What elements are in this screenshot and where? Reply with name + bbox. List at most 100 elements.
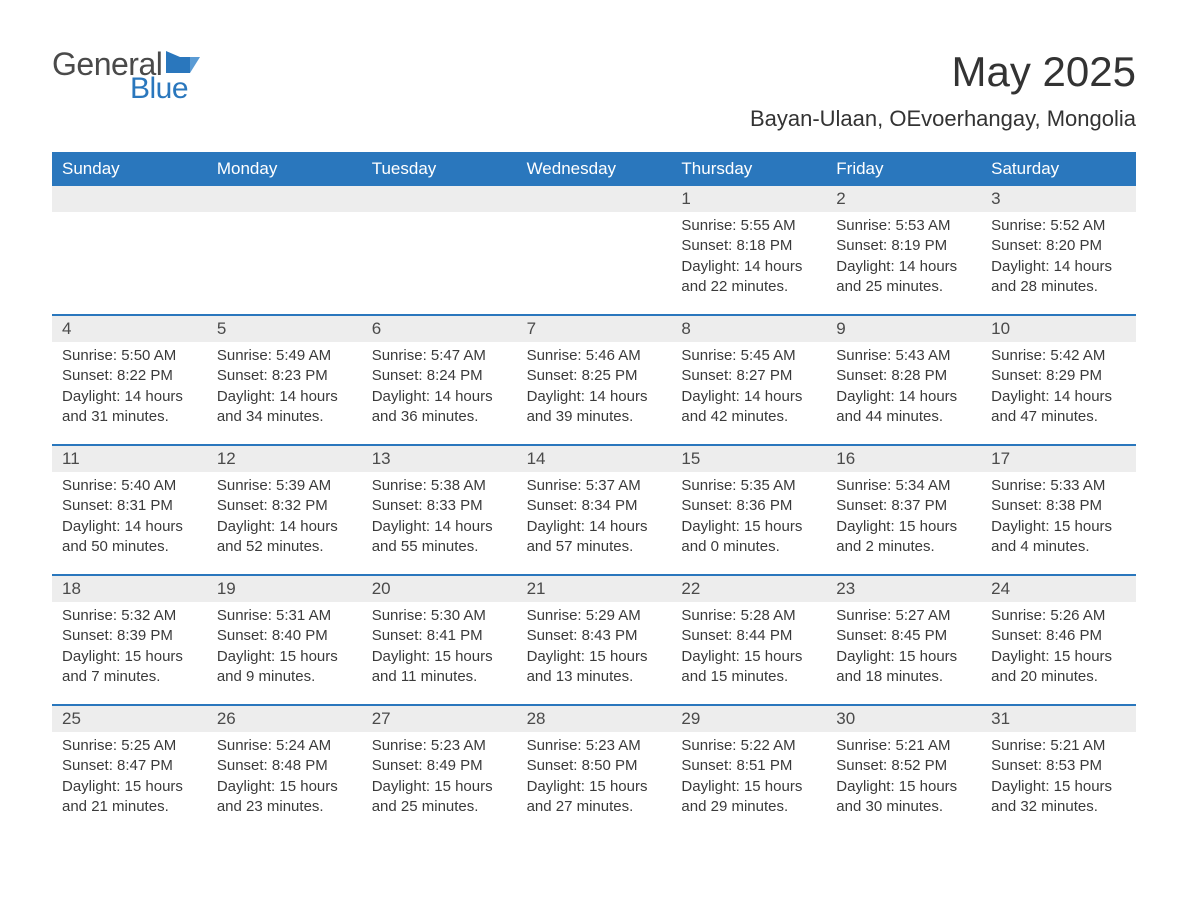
day-body: Sunrise: 5:27 AMSunset: 8:45 PMDaylight:… <box>826 602 981 695</box>
sunrise-text: Sunrise: 5:27 AM <box>836 606 971 626</box>
day-cell: 1Sunrise: 5:55 AMSunset: 8:18 PMDaylight… <box>671 186 826 314</box>
sunset-text: Sunset: 8:32 PM <box>217 496 352 516</box>
sunrise-text: Sunrise: 5:22 AM <box>681 736 816 756</box>
week-row: 18Sunrise: 5:32 AMSunset: 8:39 PMDayligh… <box>52 574 1136 704</box>
day-number: 4 <box>52 316 207 342</box>
sunset-text: Sunset: 8:34 PM <box>527 496 662 516</box>
day-number: 15 <box>671 446 826 472</box>
day-cell: 2Sunrise: 5:53 AMSunset: 8:19 PMDaylight… <box>826 186 981 314</box>
day-number: 9 <box>826 316 981 342</box>
day-cell: 13Sunrise: 5:38 AMSunset: 8:33 PMDayligh… <box>362 446 517 574</box>
day-cell: 20Sunrise: 5:30 AMSunset: 8:41 PMDayligh… <box>362 576 517 704</box>
weekday-header-cell: Sunday <box>52 152 207 186</box>
day-body: Sunrise: 5:55 AMSunset: 8:18 PMDaylight:… <box>671 212 826 305</box>
sunset-text: Sunset: 8:29 PM <box>991 366 1126 386</box>
sunrise-text: Sunrise: 5:35 AM <box>681 476 816 496</box>
daylight-text: Daylight: 15 hours and 30 minutes. <box>836 777 971 818</box>
day-cell: 25Sunrise: 5:25 AMSunset: 8:47 PMDayligh… <box>52 706 207 834</box>
day-body: Sunrise: 5:22 AMSunset: 8:51 PMDaylight:… <box>671 732 826 825</box>
sunrise-text: Sunrise: 5:39 AM <box>217 476 352 496</box>
day-number: 2 <box>826 186 981 212</box>
day-body: Sunrise: 5:38 AMSunset: 8:33 PMDaylight:… <box>362 472 517 565</box>
day-number: 22 <box>671 576 826 602</box>
day-body <box>207 212 362 224</box>
day-cell: 17Sunrise: 5:33 AMSunset: 8:38 PMDayligh… <box>981 446 1136 574</box>
daylight-text: Daylight: 14 hours and 44 minutes. <box>836 387 971 428</box>
sunrise-text: Sunrise: 5:45 AM <box>681 346 816 366</box>
daylight-text: Daylight: 15 hours and 23 minutes. <box>217 777 352 818</box>
sunrise-text: Sunrise: 5:55 AM <box>681 216 816 236</box>
day-number: 7 <box>517 316 672 342</box>
sunset-text: Sunset: 8:19 PM <box>836 236 971 256</box>
sunrise-text: Sunrise: 5:43 AM <box>836 346 971 366</box>
day-number: 1 <box>671 186 826 212</box>
day-body: Sunrise: 5:33 AMSunset: 8:38 PMDaylight:… <box>981 472 1136 565</box>
day-number: 12 <box>207 446 362 472</box>
weeks-container: 1Sunrise: 5:55 AMSunset: 8:18 PMDaylight… <box>52 186 1136 834</box>
sunrise-text: Sunrise: 5:50 AM <box>62 346 197 366</box>
day-body: Sunrise: 5:39 AMSunset: 8:32 PMDaylight:… <box>207 472 362 565</box>
day-number: 6 <box>362 316 517 342</box>
day-number: 11 <box>52 446 207 472</box>
sunset-text: Sunset: 8:23 PM <box>217 366 352 386</box>
day-body: Sunrise: 5:23 AMSunset: 8:50 PMDaylight:… <box>517 732 672 825</box>
day-body: Sunrise: 5:40 AMSunset: 8:31 PMDaylight:… <box>52 472 207 565</box>
daylight-text: Daylight: 14 hours and 34 minutes. <box>217 387 352 428</box>
daylight-text: Daylight: 14 hours and 28 minutes. <box>991 257 1126 298</box>
sunset-text: Sunset: 8:38 PM <box>991 496 1126 516</box>
day-body: Sunrise: 5:28 AMSunset: 8:44 PMDaylight:… <box>671 602 826 695</box>
daylight-text: Daylight: 14 hours and 31 minutes. <box>62 387 197 428</box>
day-cell: 14Sunrise: 5:37 AMSunset: 8:34 PMDayligh… <box>517 446 672 574</box>
month-title: May 2025 <box>750 48 1136 96</box>
sunset-text: Sunset: 8:24 PM <box>372 366 507 386</box>
day-body: Sunrise: 5:24 AMSunset: 8:48 PMDaylight:… <box>207 732 362 825</box>
day-body: Sunrise: 5:26 AMSunset: 8:46 PMDaylight:… <box>981 602 1136 695</box>
day-cell: 9Sunrise: 5:43 AMSunset: 8:28 PMDaylight… <box>826 316 981 444</box>
weekday-header-cell: Thursday <box>671 152 826 186</box>
weekday-header-row: SundayMondayTuesdayWednesdayThursdayFrid… <box>52 152 1136 186</box>
sunrise-text: Sunrise: 5:38 AM <box>372 476 507 496</box>
week-row: 4Sunrise: 5:50 AMSunset: 8:22 PMDaylight… <box>52 314 1136 444</box>
sunset-text: Sunset: 8:37 PM <box>836 496 971 516</box>
day-number: 10 <box>981 316 1136 342</box>
sunset-text: Sunset: 8:44 PM <box>681 626 816 646</box>
day-number <box>517 186 672 212</box>
day-cell: 7Sunrise: 5:46 AMSunset: 8:25 PMDaylight… <box>517 316 672 444</box>
day-body: Sunrise: 5:25 AMSunset: 8:47 PMDaylight:… <box>52 732 207 825</box>
day-cell: 26Sunrise: 5:24 AMSunset: 8:48 PMDayligh… <box>207 706 362 834</box>
sunrise-text: Sunrise: 5:31 AM <box>217 606 352 626</box>
day-cell: 3Sunrise: 5:52 AMSunset: 8:20 PMDaylight… <box>981 186 1136 314</box>
sunrise-text: Sunrise: 5:37 AM <box>527 476 662 496</box>
sunset-text: Sunset: 8:50 PM <box>527 756 662 776</box>
day-cell: 6Sunrise: 5:47 AMSunset: 8:24 PMDaylight… <box>362 316 517 444</box>
daylight-text: Daylight: 14 hours and 39 minutes. <box>527 387 662 428</box>
sunset-text: Sunset: 8:25 PM <box>527 366 662 386</box>
day-cell: 27Sunrise: 5:23 AMSunset: 8:49 PMDayligh… <box>362 706 517 834</box>
day-number: 16 <box>826 446 981 472</box>
sunrise-text: Sunrise: 5:24 AM <box>217 736 352 756</box>
day-body: Sunrise: 5:21 AMSunset: 8:53 PMDaylight:… <box>981 732 1136 825</box>
day-body: Sunrise: 5:45 AMSunset: 8:27 PMDaylight:… <box>671 342 826 435</box>
sunset-text: Sunset: 8:49 PM <box>372 756 507 776</box>
sunrise-text: Sunrise: 5:34 AM <box>836 476 971 496</box>
week-row: 1Sunrise: 5:55 AMSunset: 8:18 PMDaylight… <box>52 186 1136 314</box>
daylight-text: Daylight: 15 hours and 21 minutes. <box>62 777 197 818</box>
daylight-text: Daylight: 14 hours and 50 minutes. <box>62 517 197 558</box>
day-body: Sunrise: 5:37 AMSunset: 8:34 PMDaylight:… <box>517 472 672 565</box>
daylight-text: Daylight: 15 hours and 7 minutes. <box>62 647 197 688</box>
sunrise-text: Sunrise: 5:53 AM <box>836 216 971 236</box>
day-cell <box>517 186 672 314</box>
weekday-header-cell: Wednesday <box>517 152 672 186</box>
day-number <box>362 186 517 212</box>
daylight-text: Daylight: 14 hours and 52 minutes. <box>217 517 352 558</box>
day-cell: 5Sunrise: 5:49 AMSunset: 8:23 PMDaylight… <box>207 316 362 444</box>
sunset-text: Sunset: 8:47 PM <box>62 756 197 776</box>
sunset-text: Sunset: 8:53 PM <box>991 756 1126 776</box>
sunset-text: Sunset: 8:45 PM <box>836 626 971 646</box>
day-cell: 22Sunrise: 5:28 AMSunset: 8:44 PMDayligh… <box>671 576 826 704</box>
sunrise-text: Sunrise: 5:47 AM <box>372 346 507 366</box>
day-body: Sunrise: 5:49 AMSunset: 8:23 PMDaylight:… <box>207 342 362 435</box>
day-body: Sunrise: 5:34 AMSunset: 8:37 PMDaylight:… <box>826 472 981 565</box>
day-cell: 11Sunrise: 5:40 AMSunset: 8:31 PMDayligh… <box>52 446 207 574</box>
day-cell: 23Sunrise: 5:27 AMSunset: 8:45 PMDayligh… <box>826 576 981 704</box>
